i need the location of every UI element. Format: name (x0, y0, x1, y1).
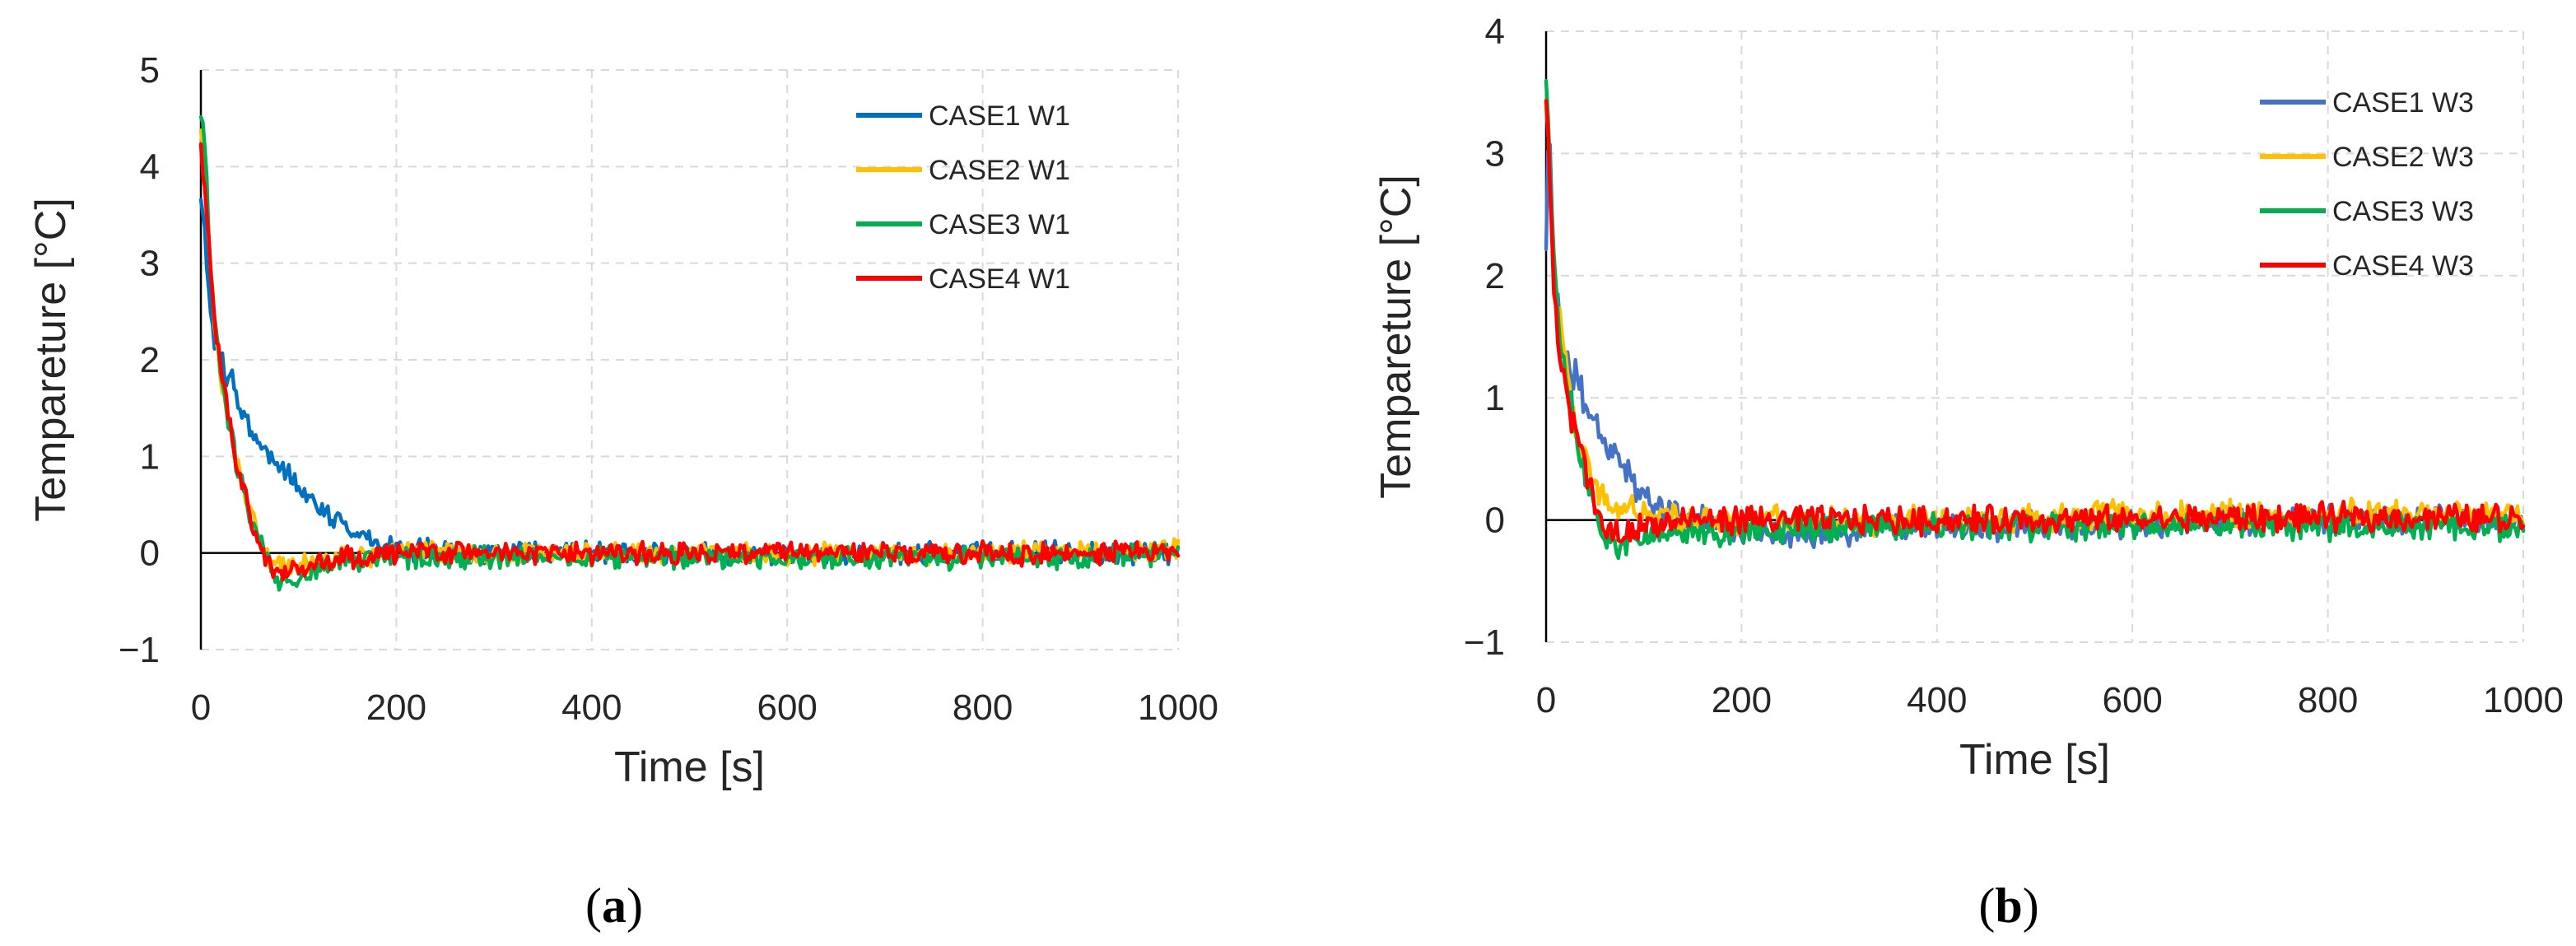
x-axis-title: Time [s] (1959, 736, 2110, 784)
series-line-4 (1544, 99, 2526, 544)
panel-label: (a) (585, 878, 643, 933)
x-tick-label: 200 (366, 687, 426, 728)
y-tick-label: −1 (1464, 622, 1505, 663)
panel-label-paren-close: ) (2023, 878, 2039, 933)
x-tick-label: 0 (191, 687, 211, 728)
x-tick-label: 400 (1907, 680, 1967, 720)
x-tick-label: 0 (1536, 680, 1556, 720)
legend-label: CASE3 W1 (929, 209, 1070, 240)
y-tick-label: 0 (140, 534, 160, 574)
y-tick-label: 2 (140, 340, 160, 380)
tick-labels: −1 0 1 2 3 4 5 0 200 400 600 800 1000 (119, 50, 1218, 728)
y-tick-label: 4 (1485, 12, 1505, 52)
y-tick-label: 1 (140, 436, 160, 477)
x-tick-label: 1000 (1138, 687, 1218, 728)
gridlines (1546, 30, 2524, 643)
series-line-2 (198, 128, 1181, 576)
chart-panel-b: −1 0 1 2 3 4 0 200 400 600 800 1000 Time [s] Temparet… (1372, 12, 2564, 933)
legend: CASE1 W3 CASE2 W3 CASE3 W3 CASE4 W3 (2260, 87, 2474, 282)
chart-panel-a: −1 0 1 2 3 4 5 0 200 400 600 800 1000 Time [s] Tempare… (27, 50, 1218, 933)
tick-labels: −1 0 1 2 3 4 0 200 400 600 800 1000 (1464, 12, 2564, 720)
x-axis-title: Time [s] (614, 743, 765, 791)
x-tick-label: 600 (2102, 680, 2162, 720)
panel-label: (b) (1978, 878, 2038, 933)
legend-label: CASE4 W3 (2332, 250, 2474, 282)
series-group (198, 114, 1181, 592)
x-tick-label: 800 (2298, 680, 2358, 720)
gridlines (201, 69, 1179, 650)
series-line-1 (198, 198, 1181, 567)
y-tick-label: 0 (1485, 501, 1505, 541)
y-tick-label: 1 (1485, 378, 1505, 418)
legend: CASE1 W1 CASE2 W1 CASE3 W1 CASE4 W1 (856, 100, 1070, 295)
x-tick-label: 800 (953, 687, 1013, 728)
y-tick-label: 3 (140, 244, 160, 284)
legend-label: CASE3 W3 (2332, 196, 2474, 227)
series-line-3 (198, 114, 1181, 592)
panel-label-letter: a (602, 878, 627, 933)
x-tick-label: 400 (561, 687, 622, 728)
panel-label-paren-close: ) (627, 878, 643, 933)
x-tick-label: 200 (1712, 680, 1772, 720)
y-tick-label: −1 (119, 630, 160, 670)
legend-label: CASE2 W1 (929, 155, 1070, 186)
y-axis-title: Tempareture [°C] (1372, 175, 1420, 499)
x-tick-label: 1000 (2483, 680, 2564, 720)
panel-label-paren-open: ( (1978, 878, 1995, 933)
y-tick-label: 3 (1485, 133, 1505, 174)
legend-label: CASE1 W3 (2332, 87, 2474, 119)
y-tick-label: 2 (1485, 256, 1505, 296)
y-tick-label: 5 (140, 50, 160, 91)
y-tick-label: 4 (140, 147, 160, 187)
legend-label: CASE2 W3 (2332, 142, 2474, 173)
series-group (1544, 79, 2526, 561)
y-axis-title: Tempareture [°C] (27, 198, 75, 522)
panel-label-letter: b (1995, 878, 2022, 933)
x-tick-label: 600 (757, 687, 817, 728)
legend-label: CASE1 W1 (929, 100, 1070, 132)
series-line-4 (198, 142, 1181, 582)
panel-label-paren-open: ( (585, 878, 602, 933)
legend-label: CASE4 W1 (929, 263, 1070, 295)
